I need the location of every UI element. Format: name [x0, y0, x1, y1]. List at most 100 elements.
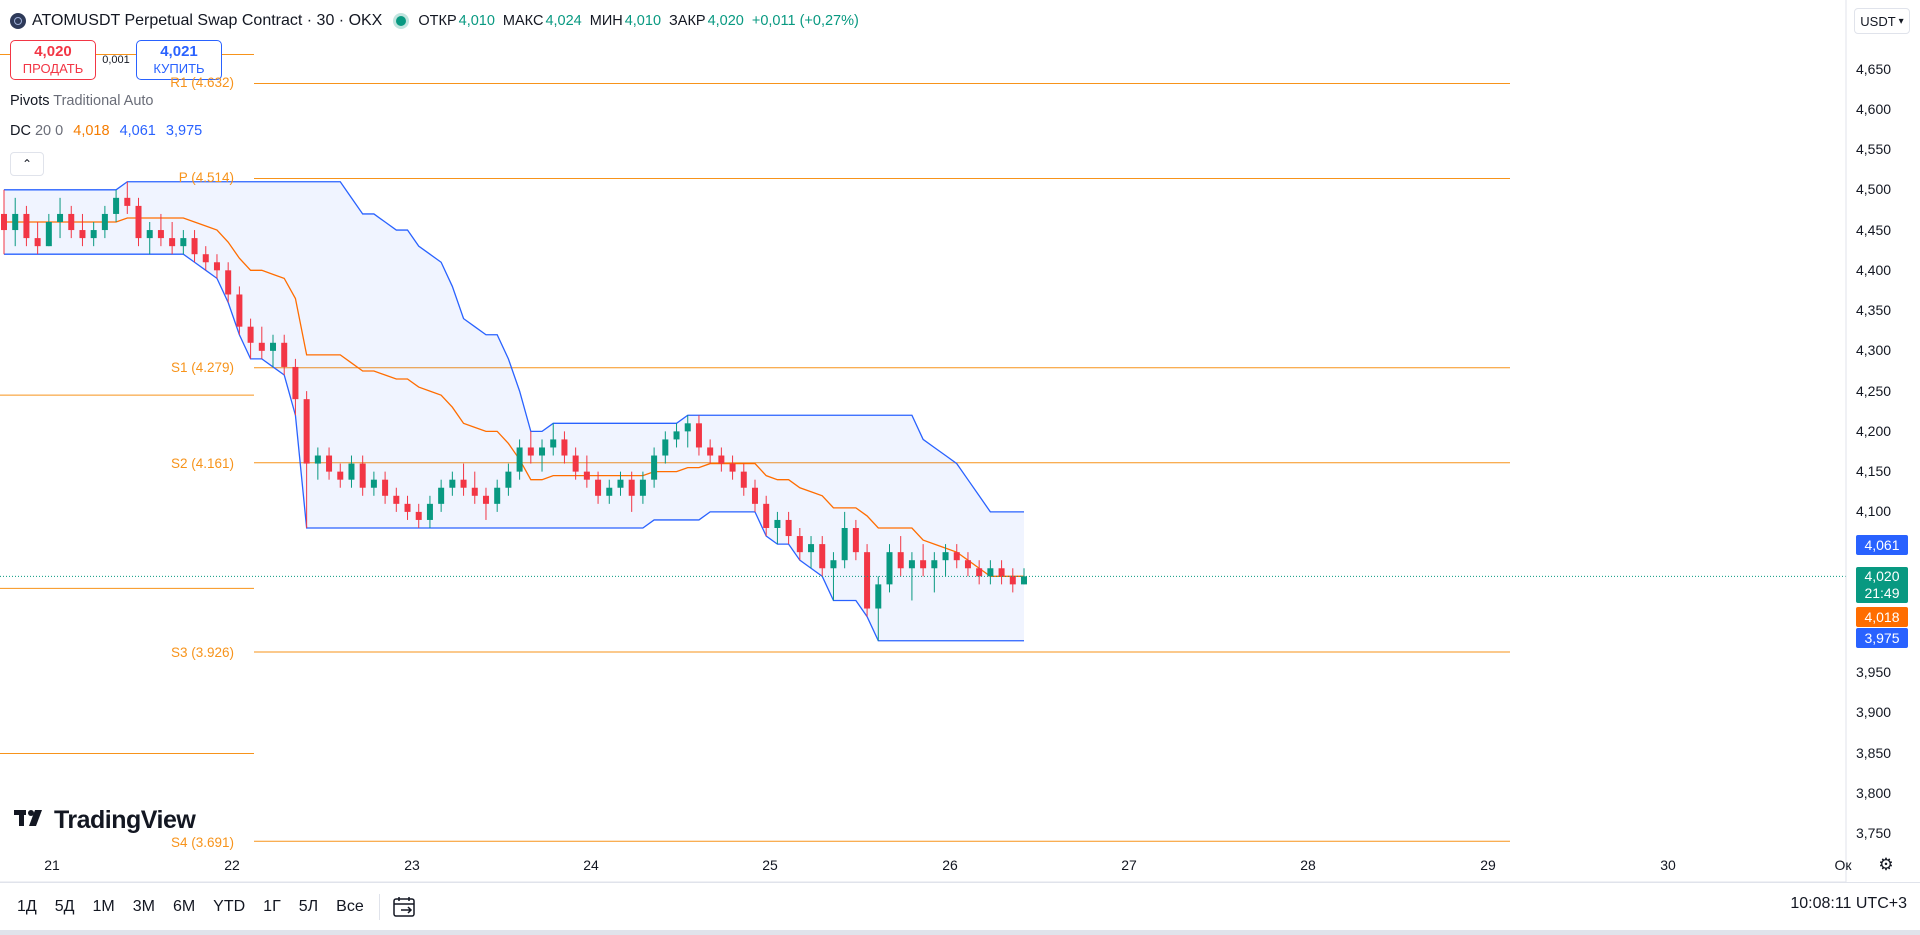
symbol-logo-icon	[10, 13, 26, 29]
candle	[426, 495, 433, 528]
candle-body	[169, 238, 176, 247]
candle	[270, 334, 277, 367]
candle	[852, 519, 859, 561]
candle	[236, 286, 243, 335]
candle-body	[370, 479, 377, 488]
candle-body	[460, 479, 467, 488]
dc-legend[interactable]: DC 20 0 4,018 4,061 3,975	[10, 123, 202, 139]
candle	[1, 189, 7, 255]
candle-body	[539, 447, 546, 456]
candle	[393, 487, 400, 512]
candle	[718, 447, 725, 472]
candle-body	[819, 544, 826, 569]
candle-body	[852, 528, 859, 553]
candle	[796, 528, 803, 561]
symbol-legend: ATOMUSDT Perpetual Swap Contract · 30 · …	[10, 10, 865, 32]
symbol-title[interactable]: ATOMUSDT Perpetual Swap Contract · 30 · …	[32, 12, 383, 29]
range-1d-button[interactable]: 1Д	[17, 898, 37, 915]
candle	[583, 455, 590, 488]
candle	[370, 471, 377, 496]
range-3m-button[interactable]: 3М	[132, 898, 155, 915]
currency-select[interactable]: USDT ▾	[1854, 8, 1910, 34]
pivots-legend[interactable]: Pivots Traditional Auto	[10, 93, 154, 109]
candle-body	[785, 519, 792, 537]
candle-body	[348, 463, 355, 480]
clock-timezone[interactable]: 10:08:11 UTC+3	[1790, 895, 1907, 912]
goto-date-calendar-icon[interactable]	[386, 896, 424, 918]
candle	[494, 479, 501, 512]
collapse-legend-button[interactable]: ⌃	[10, 152, 44, 176]
candle	[695, 415, 702, 456]
candle	[729, 455, 736, 480]
candlestick-series	[1, 181, 1027, 641]
candle-body	[740, 471, 747, 488]
candle	[628, 471, 635, 512]
x-tick: 23	[404, 857, 420, 873]
candle-body	[213, 262, 220, 271]
candle	[438, 479, 445, 512]
candle	[617, 471, 624, 496]
candle-body	[953, 552, 960, 561]
candle-body	[864, 552, 871, 609]
range-5d-button[interactable]: 5Д	[54, 898, 75, 915]
chart-settings-gear-icon[interactable]: ⚙	[1878, 855, 1894, 874]
candle-body	[90, 230, 97, 239]
candle	[976, 560, 983, 585]
sell-label: ПРОДАТЬ	[22, 61, 84, 76]
candle	[539, 439, 546, 472]
range-5y-button[interactable]: 5Л	[298, 898, 319, 915]
range-all-button[interactable]: Все	[336, 898, 364, 915]
candle	[79, 213, 86, 247]
candle	[908, 552, 915, 601]
y-tick: 4,150	[1856, 463, 1892, 479]
range-ytd-button[interactable]: YTD	[213, 898, 246, 915]
candle	[505, 463, 512, 496]
bar-countdown: 21:49	[1864, 585, 1900, 601]
candle	[987, 560, 994, 585]
candle-body	[987, 568, 994, 577]
chevron-up-icon: ⌃	[21, 157, 33, 171]
range-1m-button[interactable]: 1М	[92, 898, 115, 915]
range-1y-button[interactable]: 1Г	[263, 898, 281, 915]
candle-body	[841, 528, 848, 561]
ohlc-close-value: 4,020	[707, 13, 744, 29]
buy-button[interactable]: 4,021 КУПИТЬ	[136, 40, 222, 80]
candle-body	[202, 254, 209, 263]
candle	[404, 495, 411, 520]
x-tick: 22	[224, 857, 240, 873]
candle	[516, 439, 523, 480]
candle	[382, 471, 389, 504]
y-tick: 4,200	[1856, 423, 1892, 439]
x-tick: 25	[762, 857, 778, 873]
pivots-params: Traditional Auto	[53, 93, 154, 109]
sell-price: 4,020	[34, 43, 72, 60]
candle-body	[426, 503, 433, 520]
candle	[751, 479, 758, 512]
y-tick: 4,600	[1856, 101, 1892, 117]
candle	[886, 544, 893, 593]
candle	[707, 439, 714, 464]
buy-price: 4,021	[160, 43, 198, 60]
range-6m-button[interactable]: 6М	[172, 898, 196, 915]
pivot-label-s4: S4 (3.691)	[170, 835, 234, 850]
candle	[931, 552, 938, 593]
candle	[595, 471, 602, 504]
pivot-lines	[254, 82, 1510, 842]
buy-label: КУПИТЬ	[153, 61, 205, 76]
ohlc-change: +0,011 (+0,27%)	[751, 13, 859, 29]
last-price-value: 4,020	[1864, 568, 1900, 584]
candle	[449, 471, 456, 496]
sell-button[interactable]: 4,020 ПРОДАТЬ	[10, 40, 96, 80]
candle	[348, 455, 355, 488]
candle	[45, 213, 52, 247]
candle-body	[337, 471, 344, 480]
candle	[258, 326, 265, 359]
candle	[572, 447, 579, 480]
candle-body	[964, 560, 971, 569]
candle-body	[897, 552, 904, 569]
candle-body	[45, 222, 52, 247]
candle	[763, 495, 770, 537]
y-tick: 3,800	[1856, 785, 1892, 801]
candle-body	[180, 238, 187, 247]
